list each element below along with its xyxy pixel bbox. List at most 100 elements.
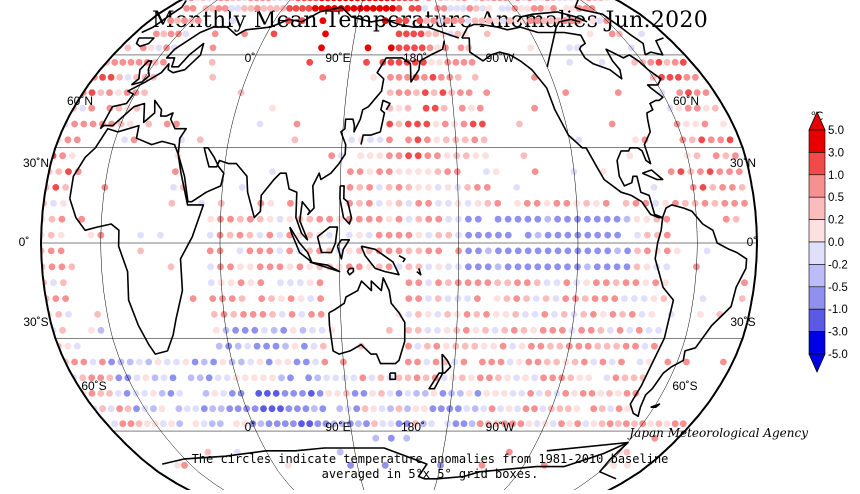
anomaly-dot xyxy=(526,0,533,2)
anomaly-dot xyxy=(414,358,421,366)
anomaly-dot xyxy=(701,120,709,128)
anomaly-dot xyxy=(402,17,410,25)
anomaly-dot xyxy=(433,342,441,350)
anomaly-dot xyxy=(561,0,569,2)
anomaly-dot xyxy=(377,0,385,2)
anomaly-dot xyxy=(485,247,492,255)
anomaly-dot xyxy=(534,358,542,366)
anomaly-dot xyxy=(415,199,423,207)
anomaly-dot xyxy=(473,311,481,318)
anomaly-dot xyxy=(207,263,215,271)
anomaly-dot xyxy=(683,120,690,128)
anomaly-dot xyxy=(464,17,472,25)
anomaly-dot xyxy=(640,295,648,302)
anomaly-dot xyxy=(498,4,506,12)
anomaly-dot xyxy=(465,215,472,223)
anomaly-dot xyxy=(549,374,557,382)
anomaly-dot xyxy=(319,405,327,413)
anomaly-dot xyxy=(566,420,573,428)
anomaly-dot xyxy=(247,4,255,12)
anomaly-dot xyxy=(363,420,370,428)
anomaly-dot xyxy=(50,279,57,287)
anomaly-dot xyxy=(211,390,219,397)
anomaly-dot xyxy=(73,136,81,144)
anomaly-dot xyxy=(255,390,263,397)
coastline xyxy=(328,277,406,365)
anomaly-dot xyxy=(286,4,293,12)
anomaly-dot xyxy=(249,311,257,318)
anomaly-dot xyxy=(187,0,195,2)
anomaly-dot xyxy=(726,168,733,176)
anomaly-dot xyxy=(509,342,516,350)
anomaly-dot xyxy=(493,295,501,302)
anomaly-dot xyxy=(534,263,542,271)
anomaly-dot xyxy=(403,44,411,52)
legend-break-label: -3.0 xyxy=(828,327,848,339)
anomaly-dot xyxy=(671,420,679,428)
anomaly-dot xyxy=(543,4,551,12)
anomaly-dot xyxy=(405,279,413,287)
anomaly-dot xyxy=(405,326,412,334)
anomaly-dot xyxy=(581,295,589,302)
anomaly-dot xyxy=(486,374,493,382)
anomaly-dot xyxy=(200,420,208,428)
anomaly-dot xyxy=(476,374,484,382)
anomaly-dot xyxy=(376,152,384,160)
anomaly-dot xyxy=(467,104,475,112)
anomaly-dot xyxy=(622,199,630,207)
anomaly-dot xyxy=(174,17,181,25)
anomaly-dot xyxy=(385,199,393,207)
anomaly-dot xyxy=(510,326,518,334)
anomaly-dot xyxy=(383,0,391,2)
anomaly-dot xyxy=(662,279,669,287)
anomaly-dot xyxy=(194,17,202,25)
anomaly-dot xyxy=(377,374,385,382)
anomaly-dot xyxy=(593,263,601,271)
anomaly-dot xyxy=(387,434,395,442)
anomaly-dot xyxy=(566,58,573,66)
anomaly-dot xyxy=(663,231,671,239)
anomaly-dot xyxy=(237,263,244,271)
anomaly-dot xyxy=(234,342,242,350)
anomaly-dot xyxy=(457,17,465,25)
anomaly-dot xyxy=(599,311,607,318)
anomaly-dot xyxy=(318,326,326,334)
anomaly-dot xyxy=(562,295,570,302)
anomaly-dot xyxy=(443,326,451,334)
anomaly-dot xyxy=(79,104,87,112)
anomaly-dot xyxy=(580,311,588,318)
anomaly-dot xyxy=(325,390,333,397)
meridian-line xyxy=(339,0,368,494)
anomaly-dot xyxy=(610,461,617,469)
anomaly-dot xyxy=(684,104,692,112)
anomaly-dot xyxy=(615,405,623,413)
anomaly-dot xyxy=(425,184,432,191)
anomaly-dot xyxy=(257,420,265,428)
anomaly-dot xyxy=(57,231,65,239)
anomaly-dot xyxy=(387,420,395,428)
anomaly-dot xyxy=(480,136,488,144)
anomaly-dot xyxy=(155,44,163,52)
anomaly-dot xyxy=(613,342,620,350)
anomaly-dot xyxy=(527,44,535,52)
anomaly-dot xyxy=(411,58,419,66)
anomaly-dot xyxy=(395,120,403,128)
anomaly-dot xyxy=(267,199,275,207)
anomaly-dot xyxy=(413,390,420,397)
anomaly-dot xyxy=(634,247,641,255)
anomaly-dot xyxy=(227,263,234,271)
anomaly-dot xyxy=(192,405,200,413)
coastline xyxy=(162,441,629,480)
anomaly-dot xyxy=(158,405,166,413)
anomaly-dot xyxy=(277,295,285,302)
anomaly-dot xyxy=(280,326,288,334)
anomaly-dot xyxy=(423,358,431,366)
anomaly-dot xyxy=(630,374,638,382)
anomaly-dot xyxy=(371,0,379,2)
anomaly-dot xyxy=(356,168,364,176)
anomaly-dot xyxy=(632,342,639,350)
anomaly-dot xyxy=(366,199,373,207)
anomaly-dot xyxy=(421,4,429,12)
anomaly-dot xyxy=(127,420,135,428)
anomaly-dot xyxy=(229,17,237,25)
